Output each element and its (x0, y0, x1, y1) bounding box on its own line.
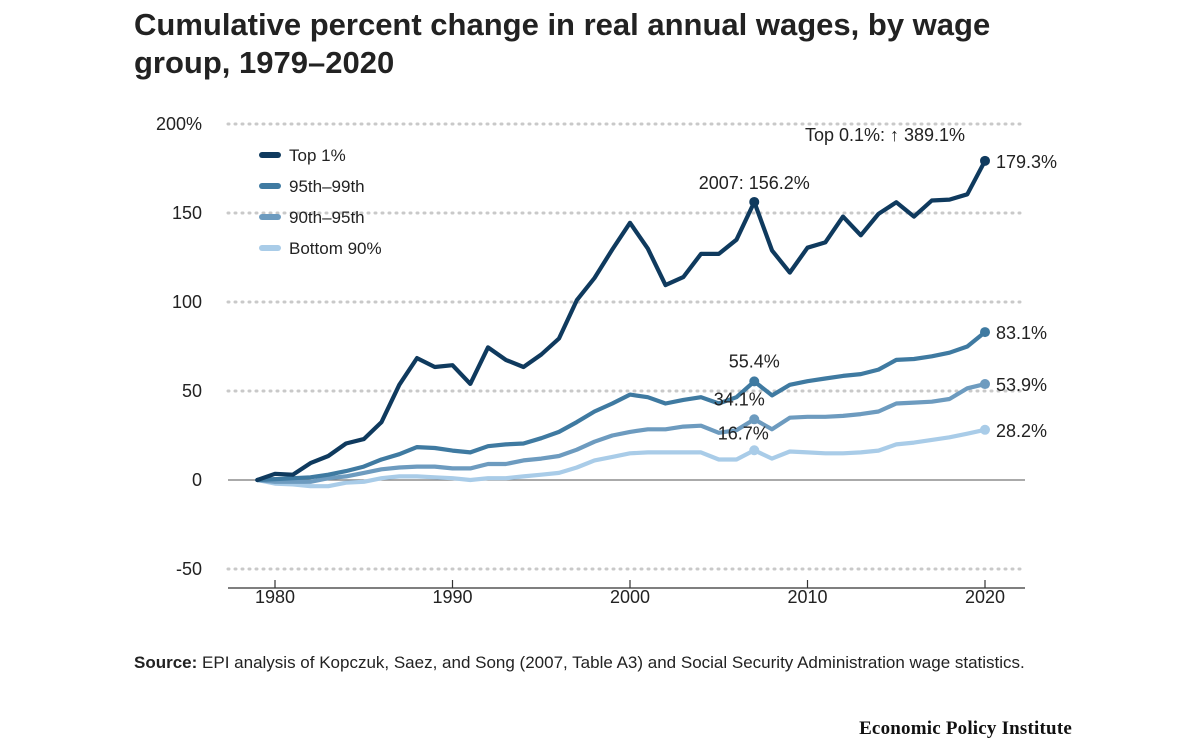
axes: 200% 150 100 50 0 -50 1980 1990 2000 2010 2020 (156, 114, 1025, 607)
annotation-marker (980, 424, 990, 435)
annotation-marker (980, 379, 990, 390)
y-tick-label: 50 (182, 381, 202, 401)
annotation-marker (749, 376, 760, 387)
series-line-top-1- (255, 158, 988, 483)
publisher-logo: Economic Policy Institute (859, 718, 1072, 739)
x-tick-label: 2000 (610, 587, 650, 607)
legend-label: 95th–99th (289, 177, 365, 196)
legend-label: Bottom 90% (289, 239, 382, 258)
annotation-marker (749, 445, 760, 456)
y-tick-label: -50 (176, 559, 202, 579)
y-tick-label: 100 (172, 292, 202, 312)
annotation-label: 179.3% (996, 152, 1057, 172)
annotations: 2007: 156.2% 179.3% Top 0.1%: ↑ 389.1% 55.4… (699, 125, 1057, 443)
annotation-marker (749, 414, 760, 425)
annotation-label: 2007: 156.2% (699, 173, 810, 193)
annotation-label: Top 0.1%: ↑ 389.1% (805, 125, 965, 145)
legend-label: Top 1% (289, 146, 346, 165)
y-tick-label: 150 (172, 203, 202, 223)
source-label: Source: (134, 653, 198, 672)
annotation-label: 34.1% (714, 389, 765, 409)
source-note: Source: EPI analysis of Kopczuk, Saez, a… (134, 650, 1064, 675)
y-tick-label: 200% (156, 114, 202, 134)
x-tick-label: 1980 (255, 587, 295, 607)
x-tick-label: 1990 (432, 587, 472, 607)
annotation-label: 55.4% (729, 351, 780, 371)
annotation-label: 83.1% (996, 323, 1047, 343)
annotation-markers (749, 155, 990, 456)
annotation-marker (980, 155, 990, 166)
series-line-bottom-90- (255, 427, 988, 489)
annotation-marker (749, 196, 760, 207)
annotation-marker (980, 327, 990, 338)
x-tick-label: 2020 (965, 587, 1005, 607)
annotation-label: 28.2% (996, 421, 1047, 441)
annotation-label: 16.7% (718, 423, 769, 443)
y-tick-label: 0 (192, 470, 202, 490)
source-text: EPI analysis of Kopczuk, Saez, and Song … (202, 653, 1025, 672)
series-lines (255, 158, 988, 489)
annotation-label: 53.9% (996, 375, 1047, 395)
series-line-95th-99th (255, 330, 988, 483)
series-line-90th-95th (255, 382, 988, 484)
chart-title: Cumulative percent change in real annual… (134, 7, 991, 80)
legend: Top 1% 95th–99th 90th–95th Bottom 90% (259, 146, 382, 258)
legend-label: 90th–95th (289, 208, 365, 227)
x-tick-label: 2010 (787, 587, 827, 607)
